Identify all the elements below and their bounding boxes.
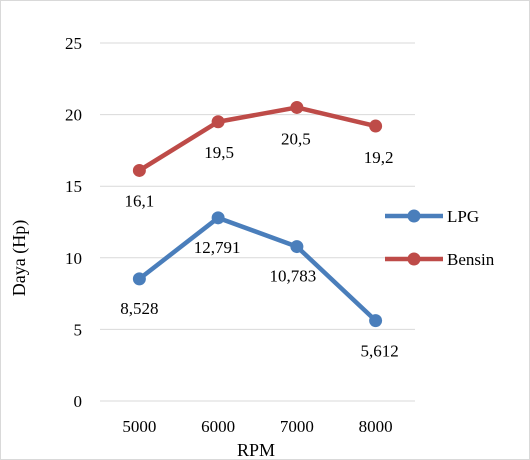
data-point-lpg	[132, 272, 146, 286]
legend-marker-lpg	[407, 209, 421, 223]
series-line-bensin	[137, 105, 378, 173]
data-label-lpg: 12,791	[194, 238, 241, 257]
data-point-lpg	[211, 211, 225, 225]
legend-marker-bensin	[407, 252, 421, 266]
data-label-bensin: 19,2	[364, 148, 394, 167]
data-label-bensin: 20,5	[281, 129, 311, 148]
data-point-bensin	[290, 100, 304, 114]
series-lines	[132, 100, 383, 328]
y-tick-label: 5	[74, 320, 83, 339]
x-tick-label: 5000	[122, 417, 156, 436]
series-line-lpg	[137, 215, 378, 323]
x-tick-label: 6000	[201, 417, 235, 436]
legend-label-bensin: Bensin	[447, 250, 495, 269]
legend: LPG Bensin	[385, 207, 495, 269]
y-tick-label: 25	[65, 34, 82, 53]
data-label-bensin: 19,5	[204, 143, 234, 162]
data-point-bensin	[211, 115, 225, 129]
data-label-lpg: 5,612	[361, 342, 399, 361]
x-tick-label: 8000	[359, 417, 393, 436]
x-tick-label: 7000	[280, 417, 314, 436]
data-label-bensin: 16,1	[125, 191, 155, 210]
y-tick-label: 0	[74, 392, 83, 411]
y-tick-label: 20	[65, 106, 82, 125]
data-point-bensin	[369, 119, 383, 133]
data-point-lpg	[369, 314, 383, 328]
x-axis-title: RPM	[237, 440, 275, 460]
y-tick-label: 10	[65, 249, 82, 268]
y-tick-label: 15	[65, 177, 82, 196]
data-point-bensin	[132, 163, 146, 177]
y-axis-title: Daya (Hp)	[9, 220, 30, 296]
data-labels: 8,528 12,791 10,783 5,612 16,1 19,5 20,5 19,2	[120, 129, 399, 360]
data-label-lpg: 10,783	[270, 267, 317, 286]
data-label-lpg: 8,528	[120, 299, 158, 318]
legend-label-lpg: LPG	[447, 207, 479, 226]
data-point-lpg	[290, 240, 304, 254]
x-axis-ticks: 5000 6000 7000 8000	[122, 417, 392, 436]
y-axis-ticks: 0 5 10 15 20 25	[65, 34, 82, 411]
